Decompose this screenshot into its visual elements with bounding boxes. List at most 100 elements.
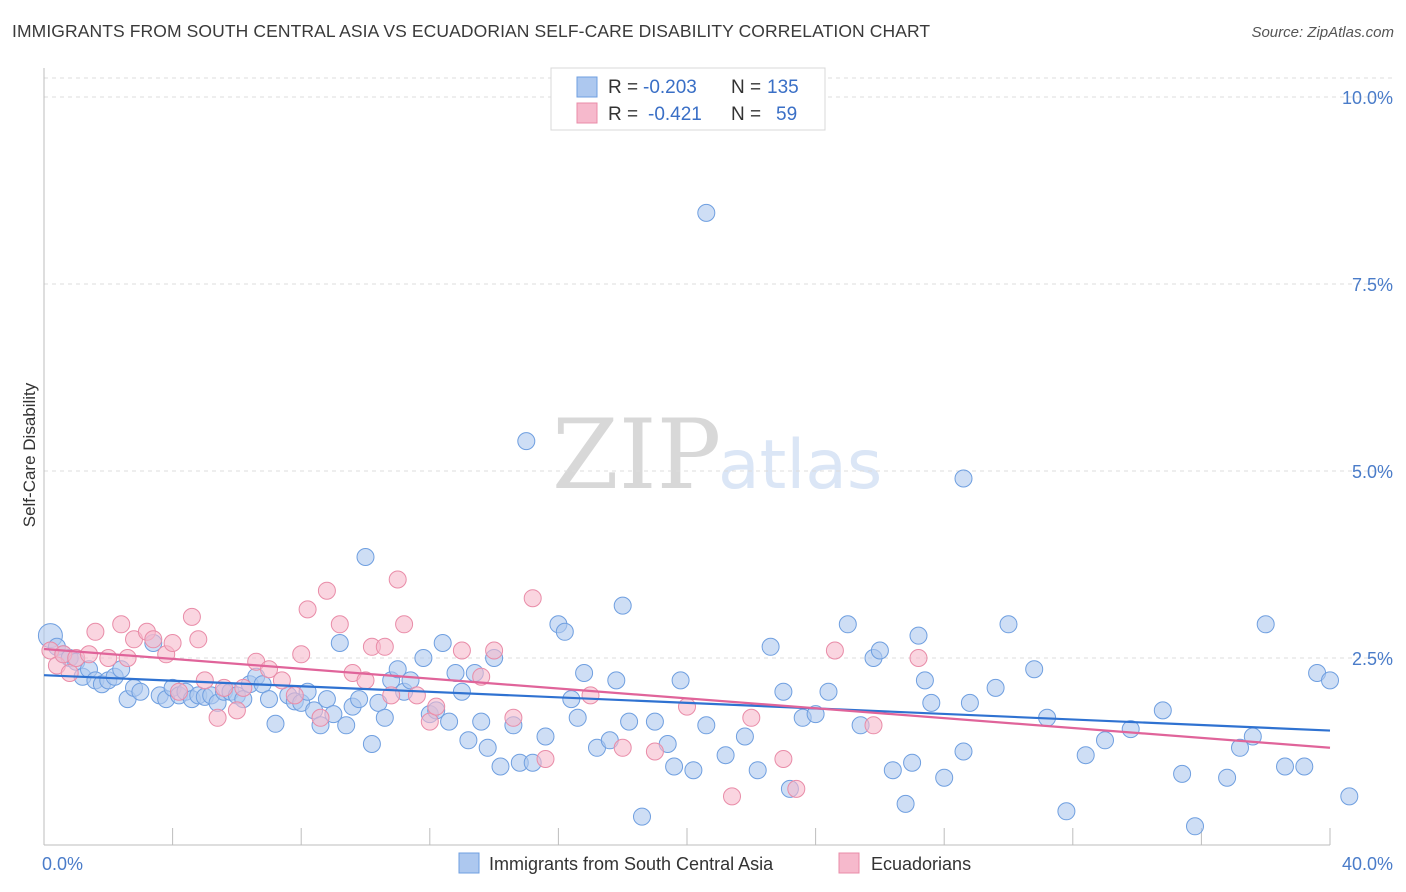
x-tick-label-min: 0.0% — [42, 854, 83, 874]
point-immigrants — [1173, 764, 1192, 783]
point-immigrants — [350, 690, 369, 709]
point-immigrants — [1186, 817, 1204, 836]
point-ecuadorians — [112, 615, 131, 634]
point-immigrants — [1256, 615, 1275, 634]
point-ecuadorians — [420, 712, 439, 731]
legend-n-value-2: 59 — [776, 104, 797, 125]
point-immigrants — [401, 671, 420, 690]
trendline-immigrants — [43, 674, 1331, 732]
point-ecuadorians — [60, 664, 79, 682]
point-immigrants — [903, 753, 922, 772]
point-immigrants — [671, 671, 690, 690]
point-ecuadorians — [208, 708, 227, 727]
point-ecuadorians — [292, 645, 311, 664]
point-immigrants — [1276, 757, 1294, 776]
axes — [43, 68, 1331, 846]
point-ecuadorians — [485, 641, 504, 660]
legend-n-value-1: 135 — [767, 77, 799, 98]
point-immigrants — [1025, 660, 1044, 679]
point-immigrants — [909, 626, 928, 645]
point-immigrants — [536, 727, 555, 746]
point-immigrants — [388, 660, 407, 679]
point-ecuadorians — [86, 622, 105, 641]
point-ecuadorians — [504, 708, 523, 727]
point-ecuadorians — [182, 607, 201, 626]
point-immigrants — [575, 664, 594, 682]
point-ecuadorians — [742, 708, 761, 727]
point-immigrants — [317, 690, 336, 709]
chart-title: IMMIGRANTS FROM SOUTH CENTRAL ASIA VS EC… — [12, 21, 931, 41]
point-immigrants — [735, 727, 754, 746]
point-ecuadorians — [452, 641, 471, 660]
point-immigrants — [1218, 768, 1237, 787]
bottom-legend: Immigrants from South Central Asia Ecuad… — [458, 852, 971, 874]
x-tick-label-max: 40.0% — [1342, 854, 1393, 874]
bottom-legend-swatch-immigrants — [458, 852, 480, 874]
watermark-zip: ZIP — [552, 399, 721, 511]
point-ecuadorians — [787, 779, 806, 798]
point-ecuadorians — [613, 738, 632, 757]
point-immigrants — [1231, 738, 1249, 757]
x-tick-labels: 0.0% 40.0% — [42, 854, 1393, 874]
point-immigrants — [1340, 787, 1359, 806]
point-immigrants — [633, 807, 651, 826]
point-immigrants — [414, 649, 433, 667]
point-immigrants — [1096, 731, 1114, 750]
y-tick-label: 5.0% — [1352, 462, 1393, 482]
point-ecuadorians — [298, 600, 317, 619]
point-ecuadorians — [825, 641, 844, 660]
point-ecuadorians — [909, 649, 928, 667]
legend-swatch-ecuadorians — [576, 102, 598, 124]
y-axis-label: Self-Care Disability — [20, 382, 39, 527]
legend-r-label-2: R = — [608, 104, 638, 125]
point-ecuadorians — [234, 678, 253, 697]
point-immigrants — [375, 708, 394, 727]
legend-r-value-2: -0.421 — [648, 104, 702, 125]
point-immigrants — [1153, 701, 1172, 720]
point-immigrants — [613, 596, 632, 615]
point-immigrants — [1057, 802, 1076, 821]
point-immigrants — [568, 708, 587, 727]
bottom-legend-label-immigrants: Immigrants from South Central Asia — [489, 854, 774, 874]
point-ecuadorians — [375, 637, 394, 656]
point-immigrants — [1321, 671, 1339, 690]
point-immigrants — [806, 705, 825, 724]
point-immigrants — [684, 761, 703, 780]
point-ecuadorians — [195, 671, 214, 690]
point-ecuadorians — [311, 708, 330, 727]
series-immigrants-points — [37, 203, 1359, 836]
point-immigrants — [774, 682, 793, 701]
point-immigrants — [954, 742, 973, 761]
point-immigrants — [883, 761, 902, 780]
point-immigrants — [922, 693, 941, 712]
point-ecuadorians — [523, 589, 542, 608]
legend-swatch-immigrants — [576, 76, 598, 98]
legend-r-label-1: R = — [608, 77, 638, 98]
point-immigrants — [838, 615, 857, 634]
trendline-ecuadorians — [43, 647, 1331, 749]
point-ecuadorians — [395, 615, 414, 634]
point-immigrants — [999, 615, 1018, 634]
point-ecuadorians — [170, 682, 188, 701]
point-immigrants — [896, 794, 915, 813]
point-immigrants — [935, 768, 954, 787]
point-immigrants — [620, 712, 639, 731]
point-immigrants — [362, 735, 381, 753]
point-immigrants — [960, 693, 979, 712]
point-immigrants — [446, 664, 465, 682]
point-ecuadorians — [678, 697, 696, 716]
series-ecuadorians-points — [41, 570, 928, 806]
point-immigrants — [517, 432, 536, 451]
point-immigrants — [870, 641, 889, 660]
point-ecuadorians — [472, 667, 491, 686]
point-ecuadorians — [80, 645, 98, 664]
point-immigrants — [555, 622, 574, 641]
y-tick-label: 10.0% — [1342, 88, 1393, 108]
y-tick-labels: 2.5% 5.0% 7.5% 10.0% — [1342, 88, 1393, 669]
point-immigrants — [433, 634, 452, 652]
legend-box: R = -0.203 N = 135 R = -0.421 N = 59 — [550, 67, 826, 131]
point-immigrants — [748, 761, 767, 780]
point-immigrants — [260, 690, 278, 709]
trend-lines — [43, 647, 1331, 749]
point-ecuadorians — [144, 630, 163, 649]
